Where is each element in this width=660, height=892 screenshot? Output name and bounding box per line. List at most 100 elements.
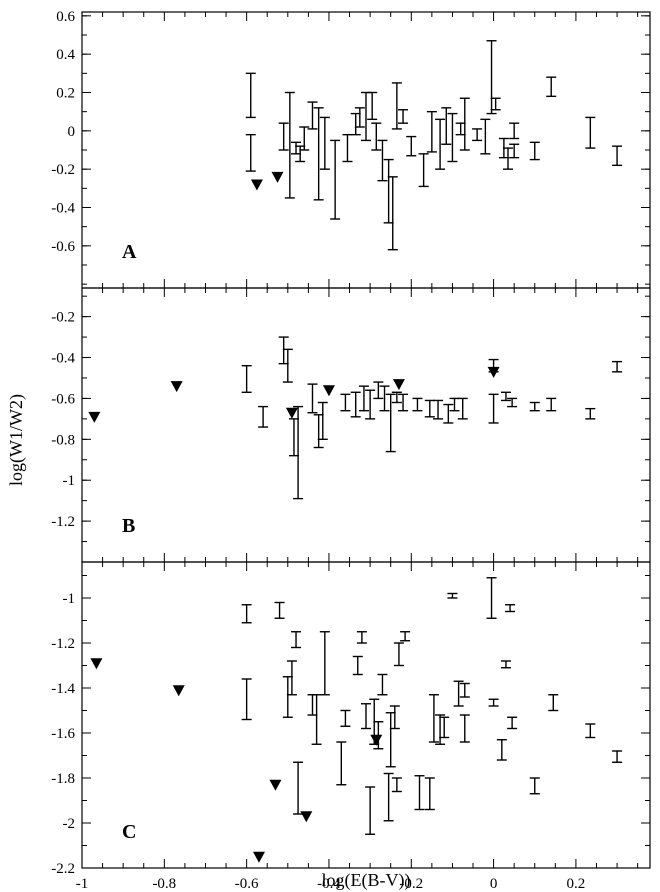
error-bar [457,397,468,420]
error-bar [459,682,470,698]
x-tick-label: -0.4 [317,876,341,892]
y-tick-label: -1 [63,473,76,489]
error-bar [496,739,507,761]
upper-limit-marker [300,811,313,823]
error-bar [459,714,470,743]
error-bar [352,655,363,676]
error-bar [455,122,466,136]
error-bar [400,631,411,642]
error-bar [548,694,559,712]
panel-frame [81,561,651,869]
panel-b: -0.2 -0.4 -0.6 -0.8 -1 -1.2 B [51,287,651,563]
upper-limit-marker [487,366,500,378]
y-tick-label: -1.4 [51,681,75,697]
error-bar [480,118,491,155]
error-bar [500,391,511,402]
error-bar [313,107,324,201]
error-bar [612,750,623,763]
error-bar [546,397,557,412]
upper-limit-marker [392,379,405,391]
error-bar [377,673,388,696]
error-bar [371,122,382,151]
panel-label: C [122,821,136,843]
error-bar [391,82,402,130]
error-bar [424,399,435,418]
error-bar [447,592,458,599]
error-bar [414,775,425,811]
error-bar [241,678,252,721]
y-tick-label: -1.2 [51,636,75,652]
error-bar [340,709,351,727]
error-bar [319,116,330,170]
error-bar [585,723,596,739]
error-bar [472,128,483,142]
error-bar [340,393,351,412]
error-bar [391,391,402,404]
error-bar [342,133,353,163]
error-bar [612,360,623,373]
error-bar [529,141,540,161]
error-bar [529,777,540,795]
upper-limit-marker [250,179,263,191]
error-bar [282,348,293,383]
error-bar [433,399,444,420]
error-bar [291,141,302,155]
y-tick-label: -0.4 [51,201,75,217]
error-bar [299,126,310,151]
error-bar [313,414,324,449]
error-bar [453,680,464,707]
x-tick-label: -0.6 [235,876,259,892]
panel-frame [81,287,651,563]
upper-limit-marker [90,658,103,670]
error-bar [490,97,501,111]
error-bar [361,91,371,142]
error-bar [245,72,256,119]
error-bar [439,716,450,739]
error-bar [365,389,376,420]
error-bar [354,107,365,128]
x-tick-label: 0 [490,876,498,892]
x-tick-label: 0.2 [567,876,586,892]
y-axis-label: log(W1/W2) [6,394,27,486]
error-bar [373,381,384,400]
error-bar [488,698,499,707]
y-tick-label: 0.4 [56,47,75,63]
error-bar [500,660,511,669]
error-bar [350,112,361,136]
upper-limit-marker [322,385,335,397]
error-bar [398,109,409,124]
x-tick-label: -0.2 [399,876,423,892]
error-bar [391,777,402,793]
error-bar [293,761,304,815]
error-bar [486,40,497,115]
error-bar [406,135,417,157]
error-bar [459,97,470,151]
error-bar [546,76,557,98]
upper-limit-marker [170,381,183,393]
y-tick-label: 0.6 [56,9,75,25]
error-bar [336,741,347,786]
upper-limit-marker [370,734,383,746]
error-bar [426,110,437,153]
panel-label: A [122,241,137,263]
error-bar [258,405,269,428]
error-bar [509,122,520,140]
error-bar [412,397,423,412]
error-bar [245,133,256,172]
panel-c: -1 -1.2 -1.4 -1.6 -1.8 -2 -2.2 C [51,561,651,877]
error-bar [317,401,328,441]
error-bar [274,601,285,619]
error-bar [503,147,513,170]
y-tick-label: -1.8 [51,771,75,787]
error-bar [585,116,596,149]
error-bar [241,604,252,624]
upper-limit-marker [269,779,282,791]
y-tick-label: 0.2 [56,86,75,102]
error-bar [507,716,518,730]
error-bar [383,772,394,822]
error-bar [447,112,458,163]
error-bar [529,401,540,412]
error-bar [361,703,371,730]
error-bar [398,393,409,412]
error-bar [418,153,429,188]
